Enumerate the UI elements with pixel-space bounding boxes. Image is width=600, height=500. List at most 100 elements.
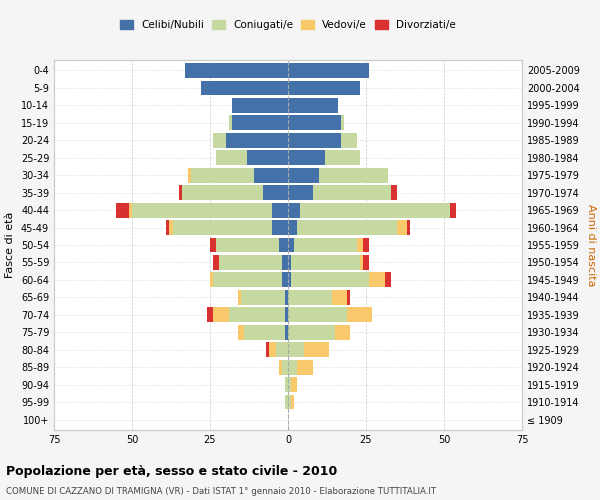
Bar — [226, 133, 288, 148]
Bar — [285, 377, 288, 392]
Bar — [301, 202, 450, 218]
Bar — [213, 308, 229, 322]
Bar — [298, 220, 397, 235]
Bar — [291, 377, 298, 392]
Bar — [363, 238, 369, 252]
Bar — [288, 238, 294, 252]
Bar — [207, 308, 213, 322]
Bar — [166, 220, 169, 235]
Bar — [385, 272, 391, 287]
Bar — [360, 255, 363, 270]
Bar — [285, 308, 288, 322]
Bar — [313, 185, 391, 200]
Bar — [229, 116, 232, 130]
Bar — [335, 325, 350, 340]
Bar — [247, 150, 288, 165]
Bar — [285, 394, 288, 409]
Bar — [288, 220, 298, 235]
Bar — [407, 220, 410, 235]
Bar — [278, 238, 288, 252]
Text: COMUNE DI CAZZANO DI TRAMIGNA (VR) - Dati ISTAT 1° gennaio 2010 - Elaborazione T: COMUNE DI CAZZANO DI TRAMIGNA (VR) - Dat… — [6, 488, 436, 496]
Bar — [288, 360, 298, 374]
Bar — [220, 255, 282, 270]
Bar — [288, 168, 319, 182]
Bar — [294, 238, 356, 252]
Bar — [288, 325, 335, 340]
Bar — [288, 133, 341, 148]
Bar — [288, 394, 291, 409]
Bar — [285, 325, 288, 340]
Bar — [288, 272, 291, 287]
Bar — [213, 133, 226, 148]
Bar — [288, 116, 341, 130]
Bar — [285, 290, 288, 305]
Bar — [363, 255, 369, 270]
Bar — [232, 98, 288, 113]
Bar — [173, 220, 272, 235]
Bar — [347, 290, 350, 305]
Bar — [291, 272, 369, 287]
Bar — [282, 272, 288, 287]
Bar — [347, 308, 372, 322]
Y-axis label: Anni di nascita: Anni di nascita — [586, 204, 596, 286]
Bar — [450, 202, 457, 218]
Bar — [132, 202, 272, 218]
Bar — [213, 255, 220, 270]
Bar — [254, 168, 288, 182]
Bar — [341, 116, 344, 130]
Bar — [319, 168, 388, 182]
Bar — [182, 185, 263, 200]
Bar — [269, 342, 275, 357]
Bar — [216, 238, 278, 252]
Bar — [200, 80, 288, 96]
Bar — [210, 272, 213, 287]
Bar — [238, 325, 244, 340]
Bar — [341, 133, 356, 148]
Bar — [232, 116, 288, 130]
Bar — [304, 342, 329, 357]
Bar — [272, 220, 288, 235]
Bar — [397, 220, 407, 235]
Bar — [216, 150, 247, 165]
Bar — [288, 98, 338, 113]
Bar — [356, 238, 363, 252]
Bar — [116, 202, 129, 218]
Bar — [282, 360, 288, 374]
Bar — [275, 342, 288, 357]
Bar — [210, 238, 216, 252]
Text: Popolazione per età, sesso e stato civile - 2010: Popolazione per età, sesso e stato civil… — [6, 465, 337, 478]
Y-axis label: Fasce di età: Fasce di età — [5, 212, 15, 278]
Bar — [288, 63, 369, 78]
Bar — [288, 342, 304, 357]
Bar — [298, 360, 313, 374]
Bar — [325, 150, 360, 165]
Bar — [169, 220, 173, 235]
Bar — [179, 185, 182, 200]
Bar — [291, 255, 360, 270]
Bar — [391, 185, 397, 200]
Bar — [288, 202, 301, 218]
Bar — [288, 308, 347, 322]
Bar — [266, 342, 269, 357]
Bar — [263, 185, 288, 200]
Bar — [129, 202, 132, 218]
Bar — [288, 377, 291, 392]
Bar — [213, 272, 282, 287]
Bar — [288, 290, 332, 305]
Legend: Celibi/Nubili, Coniugati/e, Vedovi/e, Divorziati/e: Celibi/Nubili, Coniugati/e, Vedovi/e, Di… — [117, 17, 459, 34]
Bar — [288, 185, 313, 200]
Bar — [191, 168, 254, 182]
Bar — [282, 255, 288, 270]
Bar — [241, 290, 285, 305]
Bar — [291, 394, 294, 409]
Bar — [288, 255, 291, 270]
Bar — [288, 150, 325, 165]
Bar — [229, 308, 285, 322]
Bar — [332, 290, 347, 305]
Bar — [244, 325, 285, 340]
Bar — [369, 272, 385, 287]
Bar — [238, 290, 241, 305]
Bar — [185, 63, 288, 78]
Bar — [288, 80, 360, 96]
Bar — [188, 168, 191, 182]
